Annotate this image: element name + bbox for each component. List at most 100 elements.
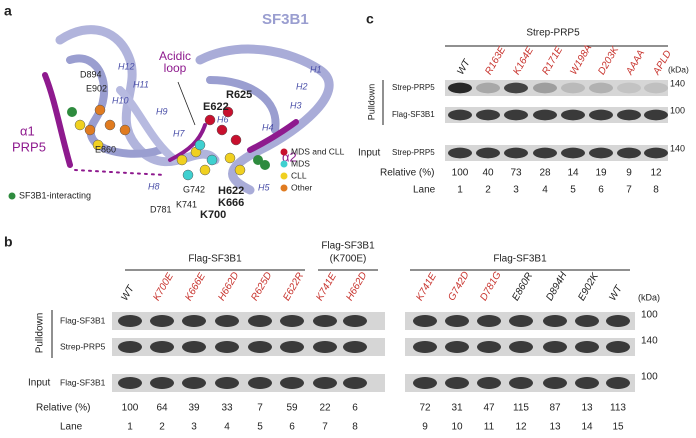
band [504,82,528,94]
band [118,341,142,353]
kda-value: 140 [641,336,658,347]
lane-label: E860R [510,271,535,303]
alpha1-label: α1 [20,123,35,138]
lane-label: D894H [544,270,569,303]
lane-label: G742D [446,270,471,303]
legend-marker [280,160,288,168]
residue-sphere [224,152,236,164]
relative-value: 115 [513,403,529,414]
band [504,109,528,121]
lane-number: 5 [570,185,576,196]
pulldown-label: Pulldown [35,313,46,354]
relative-value: 14 [567,168,579,179]
relative-value: 113 [610,403,626,414]
band [617,147,641,159]
band [280,315,304,327]
band [606,315,630,327]
lane-number: 1 [457,185,463,196]
band [248,377,272,389]
pointer [177,81,196,126]
residue-sphere [230,134,242,146]
lane-number: 4 [542,185,548,196]
group-subtitle: (K700E) [330,254,367,265]
lane-number: 2 [159,422,165,433]
relative-value: 31 [451,403,463,414]
band [182,315,206,327]
band [589,82,613,94]
lane-number: 14 [581,422,593,433]
lane-number: 6 [598,185,604,196]
band [448,82,472,94]
acidic-loop-label: Acidic loop [158,50,191,75]
lane-number: 2 [485,185,491,196]
residue-label: D781 [150,204,172,214]
lane-number: 6 [289,422,295,433]
lane-number: 9 [422,422,428,433]
lane-number: 8 [653,185,659,196]
band [476,109,500,121]
residue-label: E860 [95,144,116,154]
band [248,315,272,327]
band [445,377,469,389]
lane-label: E902K [576,270,601,303]
relative-value: 7 [257,403,263,414]
lane-number: 3 [513,185,519,196]
lane-label: K741E [414,271,439,303]
lane-label: K700E [151,271,176,303]
lane-label: R163E [483,45,508,77]
input-label: Input [28,378,50,389]
band [118,315,142,327]
kda-value: 140 [670,143,685,153]
helix-label: H7 [173,128,185,138]
group-title: Flag-SF3B1 [188,254,242,265]
group-title: Flag-SF3B1 [493,254,547,265]
kda-value: 100 [641,372,658,383]
band [118,377,142,389]
band [413,315,437,327]
band [533,82,557,94]
relative-value: 9 [626,168,632,179]
group-title: Flag-SF3B1 [321,241,375,252]
lane-number: 8 [352,422,358,433]
lane-label: R171E [540,45,565,77]
lane-label: E622R [281,271,306,303]
lane-label: K164E [511,45,536,77]
lane-label: H662D [344,270,369,302]
residue-label: G742 [183,184,205,194]
lane-number: 5 [257,422,263,433]
band [477,377,501,389]
residue-sphere [216,124,228,136]
lane-label: D781G [478,270,503,303]
row-label: Flag-SF3B1 [60,377,106,387]
residue-label: E622 [203,101,229,113]
relative-value: 72 [419,403,431,414]
band [343,341,367,353]
band [533,147,557,159]
band [150,341,174,353]
band [248,341,272,353]
band [182,341,206,353]
residue-sphere [84,124,96,136]
lane-number: 12 [515,422,527,433]
lane-number: 7 [322,422,328,433]
row-label: Strep-PRP5 [60,341,106,351]
band [509,341,533,353]
legend-label: CLL [291,170,307,180]
band [215,377,239,389]
legend-marker [8,192,16,200]
helix-label: H6 [217,114,229,124]
band [575,341,599,353]
helix-label: H9 [156,106,168,116]
helix-label: H1 [310,64,322,74]
blot-strip [445,80,668,96]
row-label: Flag-SF3B1 [392,110,435,119]
relative-value: 28 [539,168,551,179]
kda-label: (kDa) [638,292,660,302]
band [561,82,585,94]
relative-value: 40 [482,168,494,179]
lane-label: D203K [596,44,621,77]
band [313,341,337,353]
helix-label: H3 [290,100,302,110]
lane-number: 3 [191,422,197,433]
